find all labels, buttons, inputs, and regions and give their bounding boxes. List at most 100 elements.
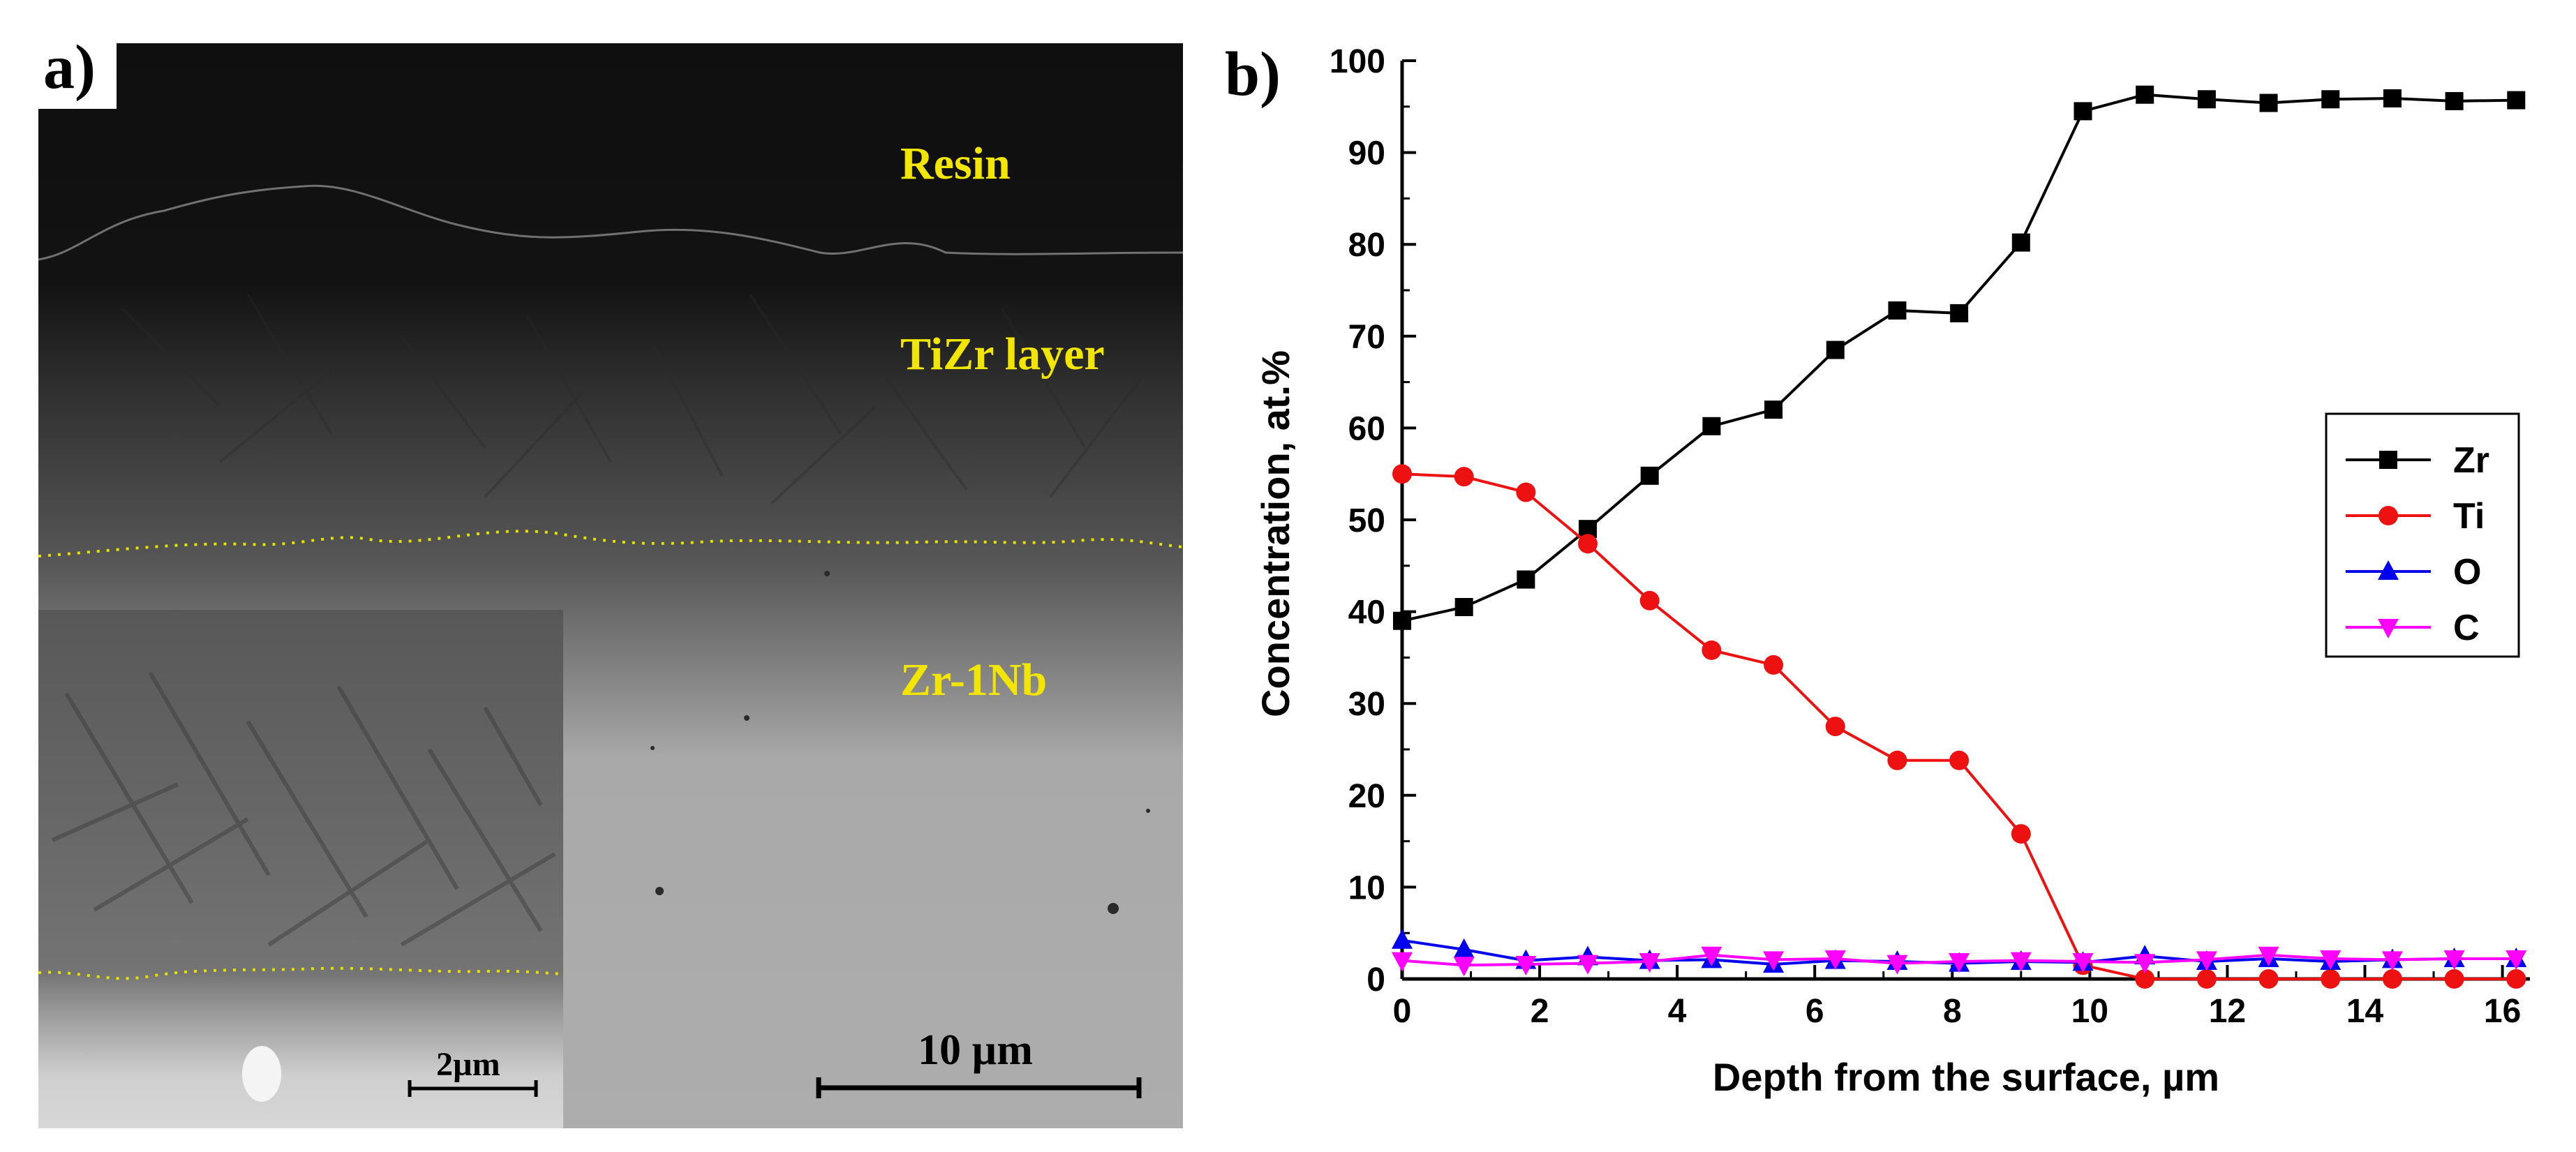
- inset-interface-dotted: [38, 966, 563, 980]
- data-point-ti: [2196, 969, 2217, 989]
- x-tick-label: 8: [1943, 993, 1962, 1030]
- panel-a-micrograph: Resin TiZr layer Zr-1Nb 10 µm: [0, 0, 1200, 1152]
- data-point-ti: [1949, 750, 1970, 770]
- data-point-zr: [2136, 85, 2154, 104]
- data-point-zr: [2507, 91, 2526, 110]
- panel-a-letter: a): [0, 0, 117, 109]
- data-point-ti: [2382, 969, 2402, 989]
- data-point-c: [2381, 951, 2403, 971]
- data-point-ti: [2258, 969, 2279, 989]
- data-point-c: [2320, 950, 2342, 971]
- data-point-zr: [1393, 611, 1411, 630]
- legend-marker-ti: [2378, 506, 2398, 525]
- main-scale-label: 10 µm: [918, 1026, 1033, 1074]
- legend-marker-zr: [2379, 451, 2397, 469]
- main-scale-bar: [816, 1077, 1142, 1098]
- x-tick-label: 10: [2071, 993, 2108, 1030]
- series-ti: [1392, 464, 2526, 989]
- panel-b-letter: b): [1225, 40, 1281, 109]
- data-point-c: [1515, 955, 1537, 975]
- tizr-texture: [121, 293, 1142, 505]
- label-resin: Resin: [900, 138, 1011, 189]
- legend-marker-o: [2378, 560, 2399, 580]
- legend-label-ti: Ti: [2453, 496, 2485, 537]
- y-tick-label: 40: [1348, 594, 1385, 631]
- coating-interface-dotted: [38, 530, 1183, 558]
- data-point-zr: [2321, 90, 2340, 109]
- y-tick-label: 100: [1330, 43, 1385, 80]
- data-point-ti: [1825, 717, 1845, 737]
- data-point-zr: [2383, 89, 2402, 107]
- data-point-c: [1886, 955, 1908, 975]
- data-point-c: [1701, 946, 1722, 966]
- legend-label-o: O: [2453, 552, 2481, 592]
- inset-micrograph: 2µm: [38, 610, 563, 1128]
- data-point-zr: [1950, 304, 1969, 322]
- concentration-chart: 0 10 20 30 40 50 60 70 80 90 100 0 2 4 6 8 10 12 14 16 Dept…: [1253, 43, 2530, 1099]
- data-point-ti: [2321, 969, 2341, 989]
- x-tick-label: 4: [1668, 993, 1687, 1030]
- inset-texture: [38, 671, 563, 1102]
- legend-label-c: C: [2453, 608, 2480, 648]
- series-layer: [1392, 85, 2527, 989]
- data-point-zr: [2074, 102, 2092, 121]
- y-tick-label: 60: [1348, 410, 1385, 447]
- data-point-c: [2506, 950, 2527, 971]
- data-point-c: [2010, 952, 2032, 972]
- y-tick-label: 90: [1348, 135, 1385, 172]
- data-point-o: [1392, 929, 1413, 949]
- inset-scale-label: 2µm: [436, 1046, 500, 1083]
- data-point-zr: [1640, 466, 1659, 485]
- x-tick-label: 12: [2209, 993, 2246, 1030]
- y-axis-title: Concentration, at.%: [1253, 350, 1297, 717]
- data-point-ti: [2506, 969, 2526, 989]
- data-point-zr: [1764, 401, 1783, 419]
- y-tick-label: 0: [1367, 962, 1385, 998]
- data-point-c: [1763, 951, 1785, 971]
- data-point-c: [1577, 955, 1599, 975]
- data-point-zr: [1454, 598, 1473, 617]
- data-point-zr: [1517, 570, 1535, 589]
- chart-axes: 0 10 20 30 40 50 60 70 80 90 100 0 2 4 6 8 10 12 14 16: [1330, 43, 2530, 1030]
- data-point-c: [1453, 957, 1475, 977]
- data-point-zr: [2197, 90, 2216, 109]
- data-point-c: [2196, 951, 2217, 971]
- data-point-ti: [1578, 534, 1598, 554]
- chart-legend: Zr Ti OC: [2325, 412, 2520, 658]
- legend-box: [2325, 412, 2520, 658]
- inset-scale-bar: [408, 1080, 538, 1097]
- substrate-specks: [650, 571, 1150, 914]
- x-tick-label: 0: [1393, 993, 1412, 1030]
- data-point-ti: [2011, 824, 2031, 844]
- resin-interface-line: [38, 184, 1183, 261]
- y-tick-label: 10: [1348, 869, 1385, 906]
- data-point-zr: [2445, 91, 2464, 110]
- data-point-zr: [1888, 301, 1907, 320]
- data-point-ti: [1392, 464, 1412, 484]
- data-point-o: [1453, 938, 1475, 958]
- y-tick-label: 80: [1348, 227, 1385, 264]
- data-point-ti: [1702, 640, 1722, 660]
- y-tick-label: 20: [1348, 778, 1385, 815]
- data-point-ti: [1639, 590, 1660, 611]
- legend-label-zr: Zr: [2453, 440, 2489, 481]
- legend-marker-c: [2378, 619, 2399, 638]
- data-point-ti: [2444, 969, 2464, 989]
- y-tick-label: 30: [1348, 686, 1385, 723]
- data-point-c: [1824, 950, 1846, 971]
- inset-particle: [242, 1046, 281, 1102]
- data-point-c: [1639, 952, 1660, 973]
- data-point-c: [1392, 952, 1413, 972]
- label-substrate: Zr-1Nb: [900, 654, 1048, 705]
- y-tick-label: 50: [1348, 502, 1385, 539]
- y-tick-label: 70: [1348, 319, 1385, 356]
- series-c: [1392, 946, 2527, 977]
- data-point-c: [2072, 952, 2094, 973]
- data-point-zr: [2259, 93, 2278, 112]
- data-point-c: [2258, 946, 2279, 966]
- sem-texture: [38, 184, 1183, 1098]
- x-tick-label: 6: [1806, 993, 1824, 1030]
- label-tizr-layer: TiZr layer: [900, 329, 1105, 380]
- x-tick-label: 14: [2346, 993, 2384, 1030]
- data-point-zr: [2011, 233, 2030, 252]
